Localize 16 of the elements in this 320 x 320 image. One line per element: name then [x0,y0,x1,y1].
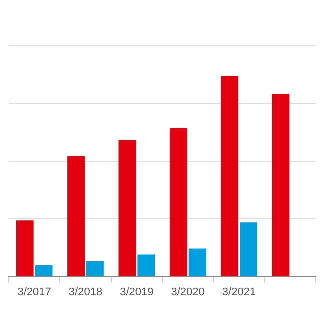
x-tick-label: 3/2018 [68,286,103,298]
bar [86,262,104,276]
bar [188,248,206,276]
bar [16,220,34,276]
bar [170,128,188,276]
x-tick-label: 3/2017 [18,286,52,298]
x-tick-label: 3/2021 [222,286,256,298]
bar [118,140,136,276]
bar [35,266,53,276]
x-tick-label: 3/2019 [120,286,154,298]
bar [272,94,290,276]
bar [138,254,156,276]
bar [240,222,258,276]
bar [221,76,238,276]
x-tick-label: 3/2020 [171,286,205,298]
bar [68,156,85,276]
